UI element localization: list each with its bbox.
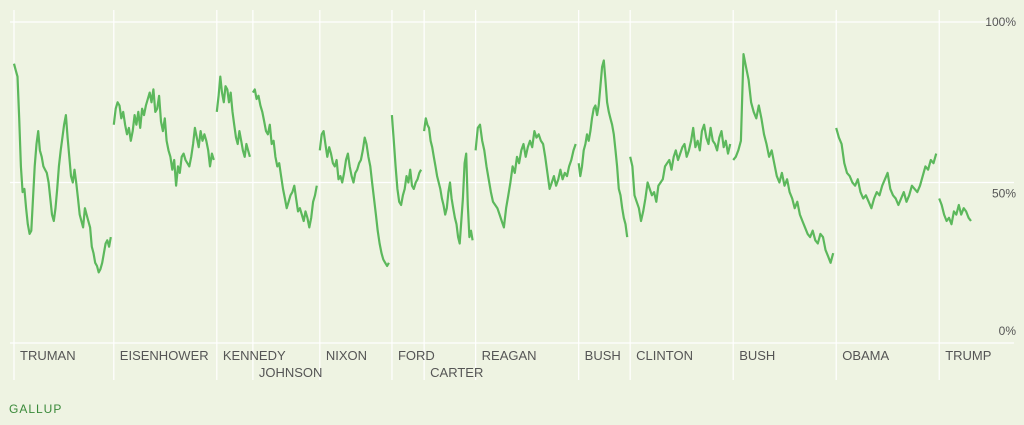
president-label: EISENHOWER [120, 348, 209, 363]
president-label: BUSH [585, 348, 621, 363]
president-label: BUSH [739, 348, 775, 363]
approval-line-ford [390, 115, 423, 207]
approval-line-clinton [629, 123, 732, 223]
approval-line-bush [577, 59, 629, 238]
y-axis-ticks: 100% 50% 0% [985, 15, 1016, 338]
approval-line-johnson [251, 88, 318, 229]
y-tick-label: 50% [992, 187, 1016, 201]
president-label: KENNEDY [223, 348, 286, 363]
approval-line-trump [938, 198, 972, 226]
president-label: REAGAN [482, 348, 537, 363]
approval-line-nixon [318, 130, 390, 268]
president-label: NIXON [326, 348, 367, 363]
approval-line-truman [12, 63, 112, 274]
gridlines [10, 10, 1014, 380]
president-label: OBAMA [842, 348, 889, 363]
source-credit: GALLUP [9, 402, 63, 416]
president-label: TRUMP [945, 348, 991, 363]
president-label: CARTER [430, 365, 483, 380]
approval-line-bush [732, 52, 835, 264]
approval-line-carter [423, 117, 474, 245]
president-label: FORD [398, 348, 435, 363]
y-tick-label: 0% [999, 324, 1017, 338]
president-label: TRUMAN [20, 348, 76, 363]
approval-lines [12, 52, 972, 274]
president-label: CLINTON [636, 348, 693, 363]
approval-line-reagan [474, 123, 577, 229]
president-label: JOHNSON [259, 365, 323, 380]
approval-line-obama [835, 127, 938, 210]
approval-line-kennedy [215, 75, 251, 158]
y-tick-label: 100% [985, 15, 1016, 29]
approval-line-eisenhower [112, 88, 215, 187]
